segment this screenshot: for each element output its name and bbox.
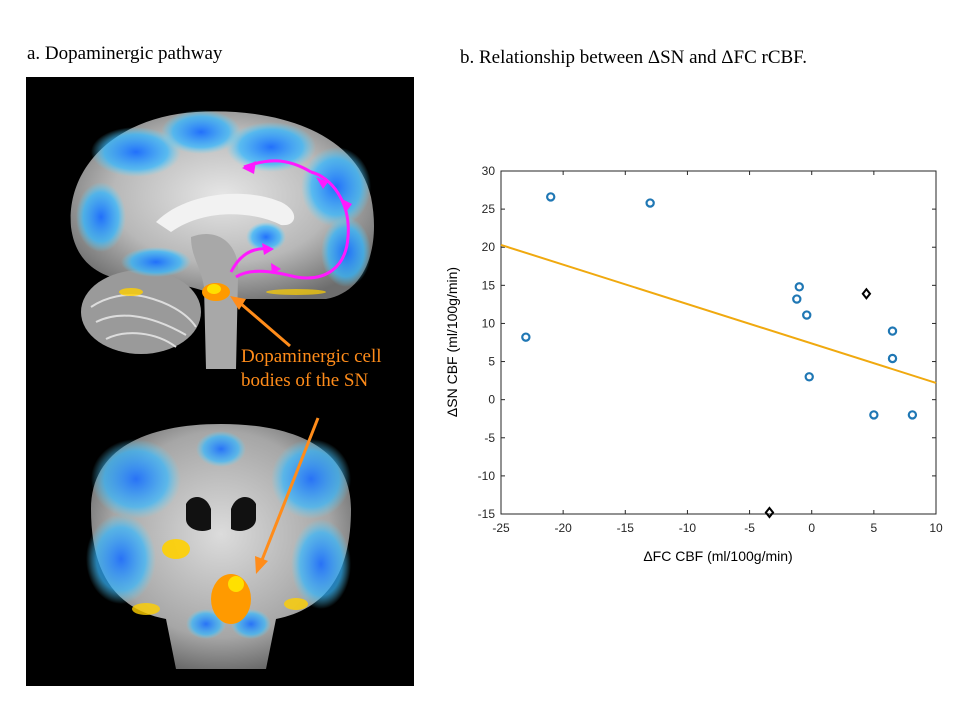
x-tick-label: 5 (871, 521, 878, 535)
x-axis-label: ΔFC CBF (ml/100g/min) (643, 548, 792, 564)
data-point-circle (907, 410, 918, 420)
regression-line (500, 243, 937, 384)
y-tick-label: 5 (488, 355, 495, 369)
y-tick-label: 20 (482, 240, 496, 254)
sn-label-line2: bodies of the SN (241, 370, 369, 391)
data-point-circle (887, 326, 898, 336)
sagittal-brain-image (26, 77, 414, 369)
data-point-circle (521, 332, 531, 342)
data-point-circle (546, 192, 556, 202)
y-tick-label: -5 (484, 431, 495, 445)
panel-b-title: b. Relationship between ΔSN and ΔFC rCBF… (460, 47, 807, 68)
coronal-brain-image (26, 369, 414, 686)
y-tick-label: 15 (482, 278, 496, 292)
data-point-circle (792, 294, 802, 304)
x-tick-label: 0 (808, 521, 815, 535)
x-tick-label: -5 (744, 521, 755, 535)
y-tick-label: 10 (482, 316, 496, 330)
x-tick-label: -10 (679, 521, 697, 535)
sn-label-line1: Dopaminergic cell (241, 346, 382, 367)
data-point-diamond (764, 506, 775, 519)
scatter-chart: -25 -20 -15 -10 -5 0 5 10 -15 -10 -5 0 5 10 15 20 25 30 Δ… (444, 164, 943, 564)
data-point-circle (869, 410, 879, 420)
panel-a-title: a. Dopaminergic pathway (27, 43, 223, 64)
data-point-circle (802, 310, 812, 320)
data-point-circle (794, 282, 804, 292)
y-tick-label: 30 (482, 164, 496, 178)
y-tick-label: -15 (478, 507, 496, 521)
y-axis-label: ΔSN CBF (ml/100g/min) (444, 267, 460, 417)
x-tick-label: 10 (929, 521, 943, 535)
y-tick-label: 25 (482, 202, 496, 216)
y-tick-label: -10 (478, 469, 496, 483)
x-tick-label: -15 (617, 521, 635, 535)
data-point-circle (887, 353, 898, 364)
data-point-circle (645, 198, 655, 208)
data-point-diamond (861, 287, 872, 300)
data-point-circle (804, 372, 814, 382)
x-tick-label: -25 (492, 521, 510, 535)
plot-area (500, 170, 937, 515)
y-tick-label: 0 (488, 393, 495, 407)
x-tick-label: -20 (554, 521, 572, 535)
